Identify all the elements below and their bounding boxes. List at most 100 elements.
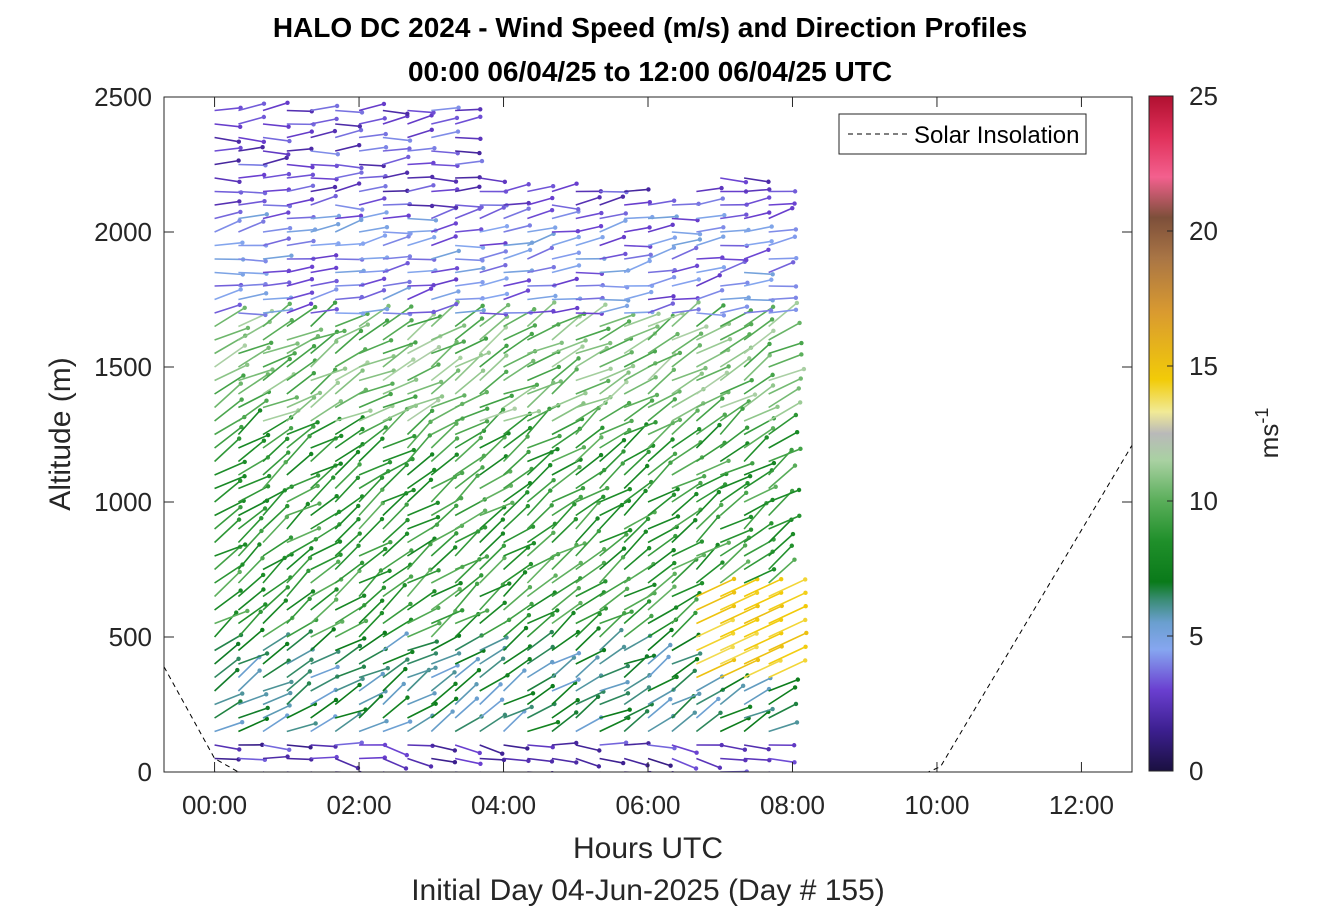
wind-arrow-head xyxy=(474,682,479,687)
wind-arrow xyxy=(768,228,796,233)
wind-arrow xyxy=(624,216,653,220)
wind-arrow-head xyxy=(264,651,270,656)
wind-arrow-head xyxy=(412,433,417,439)
wind-arrow xyxy=(768,771,774,772)
wind-arrow-head xyxy=(767,341,772,347)
wind-arrow-head xyxy=(334,103,340,109)
wind-arrow-head xyxy=(287,703,292,708)
wind-arrow xyxy=(237,603,266,625)
wind-arrow xyxy=(623,399,653,422)
wind-arrow xyxy=(358,570,390,584)
wind-arrow-head xyxy=(574,367,579,372)
wind-arrow-head xyxy=(623,740,629,745)
wind-arrow xyxy=(310,650,339,665)
wind-arrow xyxy=(382,115,408,125)
wind-arrow xyxy=(743,659,781,679)
wind-arrow xyxy=(647,419,681,436)
wind-arrow xyxy=(575,627,600,652)
wind-arrow xyxy=(502,710,525,733)
wind-arrow-head xyxy=(583,390,588,396)
wind-arrow xyxy=(599,610,632,625)
wind-arrow xyxy=(575,328,609,341)
wind-arrow xyxy=(237,400,267,422)
wind-arrow xyxy=(575,607,607,625)
wind-arrow-head xyxy=(716,514,721,519)
wind-arrow xyxy=(503,289,529,301)
wind-arrow xyxy=(334,330,362,355)
wind-arrow xyxy=(575,674,602,692)
wind-arrow-head xyxy=(381,163,386,169)
wind-arrow-head xyxy=(360,676,365,682)
wind-arrow xyxy=(262,516,288,544)
wind-arrow xyxy=(503,350,536,368)
wind-arrow xyxy=(696,391,729,409)
wind-arrow-head xyxy=(499,697,505,702)
wind-arrow xyxy=(407,607,439,625)
wind-arrow xyxy=(214,438,240,463)
wind-arrow-head xyxy=(796,487,802,493)
wind-arrow xyxy=(695,483,726,503)
wind-arrow xyxy=(454,317,483,341)
wind-arrow xyxy=(527,366,560,382)
wind-arrow-head xyxy=(621,546,627,551)
wind-arrow-head xyxy=(773,484,778,489)
wind-arrow-head xyxy=(311,772,315,776)
wind-arrow xyxy=(695,397,723,422)
wind-arrow xyxy=(334,594,365,611)
wind-arrow xyxy=(262,438,288,463)
wind-arrow xyxy=(454,530,479,557)
wind-arrow-head xyxy=(793,227,799,232)
wind-arrow xyxy=(286,198,313,206)
wind-arrow xyxy=(430,357,461,382)
wind-arrow-head xyxy=(479,158,485,164)
wind-arrow-head xyxy=(265,432,271,438)
wind-arrow xyxy=(575,580,606,598)
wind-arrow-head xyxy=(431,235,437,240)
wind-arrow xyxy=(286,547,312,571)
wind-arrow xyxy=(286,598,311,625)
wind-arrow xyxy=(671,670,696,692)
wind-arrow-head xyxy=(332,773,336,777)
wind-arrow xyxy=(238,102,265,112)
wind-arrow xyxy=(479,502,513,517)
wind-arrow-head xyxy=(261,114,267,120)
wind-arrow-head xyxy=(770,372,775,378)
wind-arrow-head xyxy=(716,696,721,702)
wind-arrow xyxy=(696,541,730,557)
wind-arrow-head xyxy=(262,199,267,204)
wind-arrow-head xyxy=(752,392,758,397)
wind-arrow xyxy=(286,590,314,611)
wind-arrow-head xyxy=(407,254,413,259)
wind-arrow xyxy=(358,502,384,530)
wind-arrow-head xyxy=(529,704,534,710)
wind-arrow-head xyxy=(502,179,508,185)
wind-arrow xyxy=(768,297,796,301)
wind-arrow-head xyxy=(411,447,417,453)
wind-arrow-head xyxy=(512,406,517,411)
wind-arrow xyxy=(310,437,337,463)
wind-arrow-head xyxy=(262,506,268,511)
wind-arrow-head xyxy=(532,323,538,328)
wind-arrow-head xyxy=(478,435,484,441)
wind-arrow xyxy=(454,658,479,679)
wind-arrow-head xyxy=(283,598,289,603)
wind-arrow-head xyxy=(500,751,505,756)
wind-arrow-head xyxy=(770,706,775,712)
wind-arrow-head xyxy=(433,218,439,223)
wind-arrow xyxy=(334,451,359,476)
wind-arrow-head xyxy=(626,400,632,406)
wind-arrow-head xyxy=(238,145,243,151)
wind-arrow xyxy=(671,493,697,517)
wind-arrow-head xyxy=(454,452,459,457)
wind-arrow xyxy=(575,696,599,719)
wind-arrow-head xyxy=(384,224,390,230)
wind-arrow-head xyxy=(605,485,610,491)
wind-arrow-head xyxy=(790,260,796,265)
wind-arrow xyxy=(696,473,727,490)
wind-arrow xyxy=(454,558,480,584)
wind-arrow xyxy=(502,505,529,530)
wind-arrow-head xyxy=(799,340,804,346)
wind-arrow-head xyxy=(317,390,323,396)
wind-arrow xyxy=(743,330,774,355)
wind-arrow xyxy=(719,442,748,463)
